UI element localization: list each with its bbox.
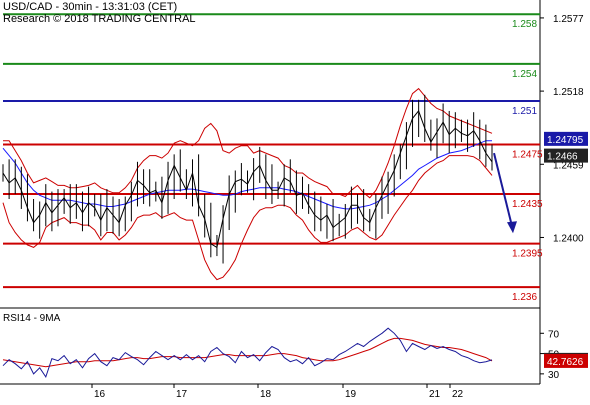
rsi-badge-label: 42.7626	[547, 357, 584, 368]
forecast-arrowhead	[507, 221, 517, 234]
level-label: 1.258	[512, 19, 537, 30]
x-tick-label: 22	[452, 389, 464, 400]
x-tick-label: 16	[94, 389, 106, 400]
y-tick-label: 1.2577	[553, 14, 584, 25]
rsi-title: RSI14 - 9MA	[3, 313, 61, 324]
rsi-line	[2, 327, 493, 379]
x-tick-label: 18	[260, 389, 272, 400]
copyright-text: Research © 2018 TRADING CENTRAL	[3, 13, 196, 25]
x-tick-label: 21	[429, 389, 441, 400]
rsi-ma-line	[2, 337, 493, 368]
price-badge-label: 1.24795	[547, 135, 584, 146]
price-badge	[544, 131, 588, 146]
x-tick-label: 17	[176, 389, 188, 400]
chart-title: USD/CAD - 30min - 13:31:03 (CET)	[3, 1, 178, 13]
bollinger-lower-line	[2, 155, 493, 281]
price-badge-label: 1.2466	[547, 152, 578, 163]
x-tick-label: 19	[345, 389, 357, 400]
rsi-badge	[544, 353, 588, 368]
y-tick-label: 1.2459	[553, 160, 584, 171]
price-badge	[544, 148, 588, 163]
level-label: 1.2475	[512, 149, 543, 160]
rsi-y-tick-label: 70	[548, 329, 560, 340]
level-label: 1.236	[512, 292, 537, 303]
y-tick-label: 1.2400	[553, 233, 584, 244]
level-label: 1.251	[512, 106, 537, 117]
bollinger-upper-line	[3, 87, 493, 199]
level-label: 1.254	[512, 69, 537, 80]
forecast-arrow	[493, 152, 513, 227]
price-line	[2, 109, 493, 249]
rsi-y-tick-label: 30	[548, 370, 560, 381]
level-label: 1.2395	[512, 249, 543, 260]
y-tick-label: 1.2518	[553, 87, 584, 98]
level-label: 1.2435	[512, 199, 543, 210]
